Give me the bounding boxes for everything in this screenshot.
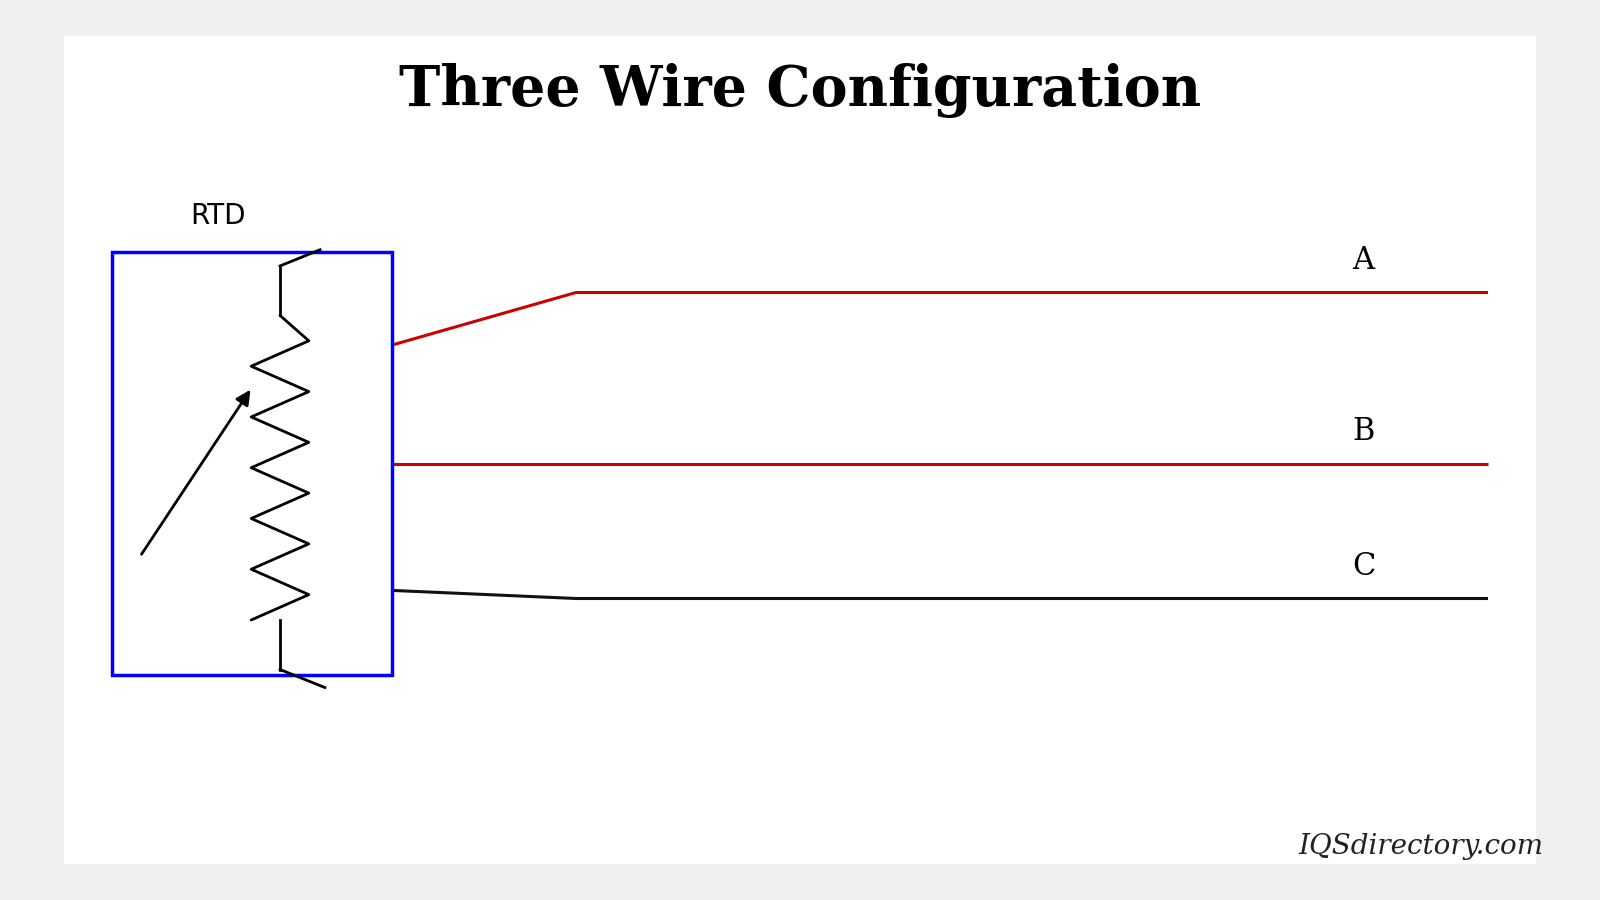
Text: RTD: RTD: [190, 202, 246, 230]
Text: B: B: [1352, 417, 1374, 447]
Text: Three Wire Configuration: Three Wire Configuration: [398, 62, 1202, 118]
Text: IQSdirectory.com: IQSdirectory.com: [1299, 832, 1544, 859]
FancyBboxPatch shape: [112, 252, 392, 675]
FancyBboxPatch shape: [64, 36, 1536, 864]
Text: A: A: [1352, 246, 1374, 276]
Text: C: C: [1352, 552, 1376, 582]
